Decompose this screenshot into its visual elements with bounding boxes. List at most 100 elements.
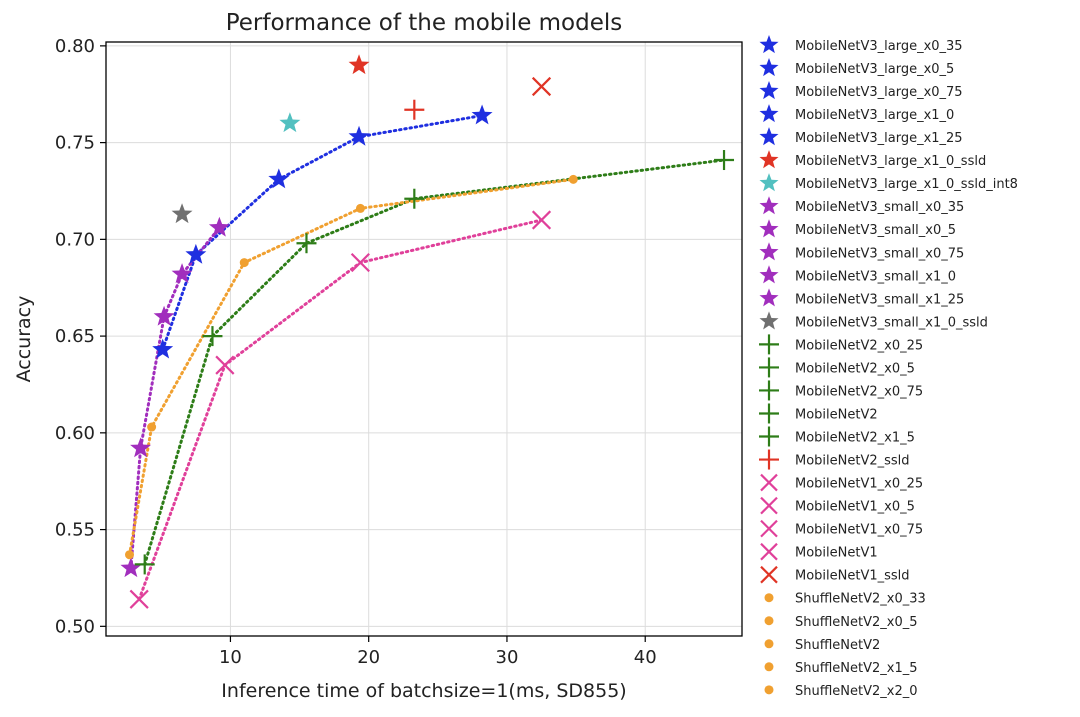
y-tick-label: 0.65: [55, 326, 95, 347]
legend-marker: [759, 357, 779, 378]
legend-item: MobileNetV1_x0_5: [760, 496, 915, 515]
point-mobilenetv1-x0-75: [350, 252, 370, 273]
point-mobilenetv3-large-x0-75: [268, 168, 290, 189]
legend-item: MobileNetV2_x0_5: [759, 357, 915, 378]
legend-marker: [759, 449, 779, 470]
point-mobilenetv2-x0-5: [202, 326, 223, 347]
point-mobilenetv2-x0-75: [296, 233, 317, 254]
legend-item: MobileNetV3_large_x0_5: [759, 58, 954, 77]
legend-label: MobileNetV2_x0_5: [795, 361, 915, 376]
y-axis-title: Accuracy: [13, 296, 35, 383]
legend-item: MobileNetV3_small_x1_25: [759, 288, 964, 307]
point-mobilenetv1: [531, 210, 552, 230]
legend-marker: [759, 242, 779, 261]
legend-marker: [760, 519, 778, 538]
legend-item: ShuffleNetV2_x2_0: [764, 684, 918, 699]
point-mobilenetv3-large-x1-25: [471, 104, 493, 125]
point-mobilenetv3-small-x0-75: [153, 305, 175, 326]
x-tick-label: 30: [496, 647, 519, 668]
legend-item: ShuffleNetV2_x1_5: [764, 661, 918, 676]
point-mobilenetv3-large-x0-35: [152, 338, 174, 359]
point-shufflenetv2: [239, 258, 249, 268]
axis-ticks: 10 20 30 40 0.50 0.55 0.60 0.65 0.70 0.75 0.80: [55, 36, 657, 668]
series-line-mobilenetv3-large: [161, 114, 484, 352]
point-mobilenetv3-small-x1-25: [208, 216, 230, 237]
legend-label: MobileNetV1_x0_25: [795, 477, 923, 492]
point-mobilenetv3-large-x1-0-ssld-int8: [279, 112, 301, 133]
point-mobilenetv3-large-x0-5: [185, 243, 207, 264]
legend-label: MobileNetV3_large_x0_35: [795, 39, 963, 54]
legend-marker: [759, 380, 779, 401]
legend-item: MobileNetV1_x0_25: [760, 473, 923, 492]
point-mobilenetv2-x0-25: [134, 554, 155, 575]
point-shufflenetv2-x2-0: [568, 174, 578, 184]
legend-marker: [760, 542, 778, 561]
legend-label: ShuffleNetV2: [795, 638, 880, 653]
legend-marker: [760, 496, 778, 515]
y-tick-label: 0.75: [55, 133, 95, 154]
legend-label: MobileNetV2_x0_25: [795, 338, 923, 353]
legend-label: MobileNetV3_small_x1_0_ssld: [795, 315, 988, 330]
legend-label: ShuffleNetV2_x1_5: [795, 661, 918, 676]
series-line-mobilenetv1: [137, 218, 544, 601]
legend-label: ShuffleNetV2_x0_33: [795, 592, 926, 607]
point-mobilenetv2-ssld: [404, 99, 425, 120]
legend-item: MobileNetV2_ssld: [759, 449, 910, 470]
legend-item: MobileNetV3_small_x1_0_ssld: [759, 311, 988, 330]
legend-marker: [759, 265, 779, 284]
legend-marker: [759, 104, 779, 123]
legend-label: MobileNetV3_large_x1_0_ssld: [795, 154, 986, 169]
point-mobilenetv2: [404, 188, 425, 209]
legend-item: MobileNetV2_x0_25: [759, 334, 923, 355]
x-tick-label: 10: [219, 647, 242, 668]
point-mobilenetv3-small-x1-0-ssld: [171, 203, 193, 224]
legend-item: MobileNetV3_small_x0_75: [759, 242, 964, 261]
legend-item: ShuffleNetV2_x0_5: [764, 615, 918, 630]
chart-title: Performance of the mobile models: [226, 10, 623, 36]
legend-label: ShuffleNetV2_x2_0: [795, 684, 918, 699]
x-tick-label: 40: [634, 647, 657, 668]
legend-label: MobileNetV1_ssld: [795, 569, 910, 584]
legend-marker: [759, 403, 779, 424]
point-mobilenetv3-large-x1-0: [348, 125, 370, 146]
point-mobilenetv2-x1-5: [714, 150, 735, 171]
legend-item: MobileNetV3_large_x1_0_ssld: [759, 150, 986, 169]
legend-label: MobileNetV2_x0_75: [795, 384, 923, 399]
legend-label: MobileNetV2_x1_5: [795, 431, 915, 446]
point-mobilenetv1-x0-25: [129, 589, 149, 609]
legend-item: MobileNetV1_ssld: [760, 565, 910, 584]
point-mobilenetv3-small-x0-35: [120, 557, 142, 578]
legend-label: MobileNetV3_small_x0_5: [795, 223, 956, 238]
legend-label: MobileNetV3_large_x0_75: [795, 85, 963, 100]
legend: MobileNetV3_large_x0_35 MobileNetV3_large…: [759, 35, 1018, 699]
legend-marker: [759, 35, 779, 54]
legend-item: MobileNetV3_large_x1_0_ssld_int8: [759, 173, 1018, 192]
legend-marker: [759, 173, 779, 192]
legend-marker: [759, 311, 779, 330]
legend-marker: [759, 81, 779, 100]
legend-item: MobileNetV3_large_x0_75: [759, 81, 963, 100]
legend-item: MobileNetV2: [759, 403, 878, 424]
series-line-mobilenetv3-small: [129, 226, 221, 570]
legend-label: MobileNetV3_large_x1_0: [795, 108, 954, 123]
point-shufflenetv2-x0-5: [147, 422, 157, 432]
legend-label: MobileNetV3_small_x1_0: [795, 269, 956, 284]
legend-label: MobileNetV1: [795, 546, 878, 561]
legend-marker: [759, 334, 779, 355]
legend-item: MobileNetV3_small_x0_5: [759, 219, 956, 238]
legend-marker: [759, 196, 779, 215]
legend-marker: [764, 639, 774, 649]
legend-marker: [759, 127, 779, 146]
legend-marker: [759, 426, 779, 447]
legend-marker: [760, 565, 778, 584]
legend-label: MobileNetV2_ssld: [795, 454, 910, 469]
legend-marker: [764, 616, 774, 626]
point-mobilenetv3-small-x0-5: [130, 437, 152, 458]
point-mobilenetv1-ssld: [531, 76, 552, 97]
legend-item: MobileNetV2_x1_5: [759, 426, 915, 447]
legend-marker: [759, 58, 779, 77]
plot-area: [105, 41, 743, 637]
point-shufflenetv2-x1-5: [355, 203, 365, 213]
x-tick-label: 20: [357, 647, 380, 668]
